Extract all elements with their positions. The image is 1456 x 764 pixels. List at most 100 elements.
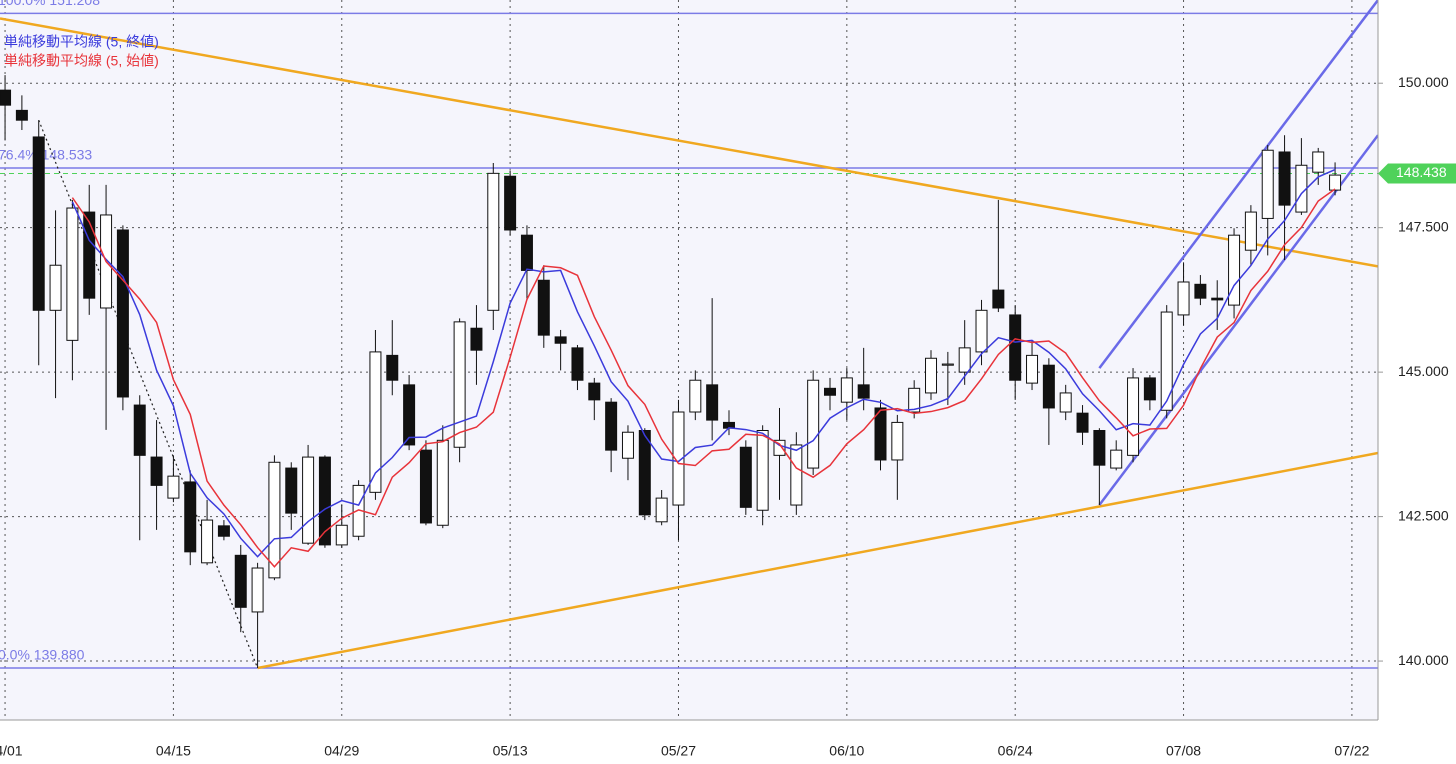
candle-body [672, 411, 685, 506]
candle-body [1261, 149, 1274, 219]
candle-body [554, 336, 567, 344]
price-tag-label: 148.438 [1396, 164, 1447, 180]
plot-background [0, 0, 1378, 720]
fib-label: 100.0% 151.208 [0, 0, 100, 8]
candle-body [487, 172, 500, 311]
candle-body [201, 519, 214, 564]
candle-body [790, 444, 803, 506]
candle-body [908, 387, 921, 413]
candle-body [739, 446, 752, 508]
candle-body [891, 421, 904, 461]
price-tag [1378, 163, 1456, 184]
candle-body [15, 109, 28, 121]
candle-body [756, 429, 769, 511]
candle-body [49, 264, 62, 311]
candle-body [318, 456, 331, 546]
candle-body [285, 467, 298, 514]
axis-labels: 140.000 142.500 145.000 147.500 150.000 04/01… [0, 74, 1456, 759]
candle-body [234, 554, 247, 608]
candle-body [520, 234, 533, 271]
x-tick-label: 04/01 [0, 743, 23, 759]
candle-body [1194, 283, 1207, 299]
candle-body [419, 449, 432, 524]
candles [0, 75, 1342, 668]
candle-body [874, 407, 887, 461]
candle-body [217, 525, 230, 537]
candle-body [1312, 151, 1325, 173]
candle-body [369, 351, 382, 493]
candle-body [1295, 164, 1308, 213]
candle-body [32, 136, 45, 311]
candle-body [857, 384, 870, 399]
x-tick-label: 06/10 [829, 743, 864, 759]
candle-body [268, 461, 281, 579]
candle-body [1278, 151, 1291, 206]
candle-body [302, 456, 315, 544]
candle-body [470, 327, 483, 351]
candle-body [133, 404, 146, 456]
candle-body [689, 379, 702, 413]
candle-body [184, 481, 197, 553]
y-tick-label: 140.000 [1398, 652, 1449, 668]
candle-body [0, 89, 12, 106]
candle-body [823, 387, 836, 396]
candle-body [1110, 449, 1123, 469]
candle-body [1329, 174, 1342, 191]
candle-body [1026, 354, 1039, 384]
trend-line [1098, 0, 1378, 369]
trend-line [0, 17, 1378, 268]
candle-body [588, 382, 601, 401]
x-tick-label: 05/27 [661, 743, 696, 759]
candle-body [436, 439, 449, 526]
candle-body [638, 429, 651, 516]
y-tick-label: 150.000 [1398, 74, 1449, 90]
legend-item: 単純移動平均線 (5, 終値) [4, 34, 159, 50]
trend-line [257, 451, 1378, 670]
x-tick-label: 07/08 [1166, 743, 1201, 759]
overlays: 100.0% 151.208 76.4% 148.533 0.0% 139.880 [0, 0, 1378, 670]
candle-body [975, 309, 988, 353]
fib-label: 76.4% 148.533 [0, 147, 92, 163]
y-tick-label: 147.500 [1398, 218, 1449, 234]
candle-body [1160, 311, 1173, 411]
candle-body [992, 289, 1005, 309]
candle-body [167, 475, 180, 499]
candle-body [1059, 392, 1072, 413]
candle-body [66, 207, 79, 341]
y-tick-label: 145.000 [1398, 363, 1449, 379]
candle-body [1244, 211, 1257, 251]
sma-lines [71, 168, 1336, 568]
candle-body [335, 524, 348, 546]
candle-body [925, 357, 938, 394]
candle-body [251, 567, 264, 613]
candle-body [504, 175, 517, 231]
candle-body [807, 379, 820, 469]
legend-item: 単純移動平均線 (5, 始値) [4, 53, 159, 69]
candle-body [1127, 377, 1140, 456]
candle-body [1143, 377, 1156, 401]
candle-body [1177, 281, 1190, 316]
x-tick-label: 04/29 [324, 743, 359, 759]
candle-body [958, 347, 971, 373]
candle-body [605, 401, 618, 451]
candle-body [1228, 234, 1241, 306]
candle-body [655, 497, 668, 523]
candle-body [773, 439, 786, 456]
x-tick-label: 04/15 [156, 743, 191, 759]
x-tick-label: 05/13 [493, 743, 528, 759]
candle-body [150, 456, 163, 486]
candle-body [1042, 364, 1055, 409]
candle-body [621, 431, 634, 459]
candle-body [1076, 412, 1089, 433]
candle-body [83, 211, 96, 299]
candle-body [1093, 429, 1106, 466]
candle-body [537, 279, 550, 336]
x-tick-label: 07/22 [1334, 743, 1369, 759]
candle-body [403, 384, 416, 446]
fib-label: 0.0% 139.880 [0, 647, 85, 663]
candle-body [453, 321, 466, 448]
candle-body [386, 354, 399, 381]
trend-line [38, 119, 259, 669]
x-tick-label: 06/24 [998, 743, 1033, 759]
